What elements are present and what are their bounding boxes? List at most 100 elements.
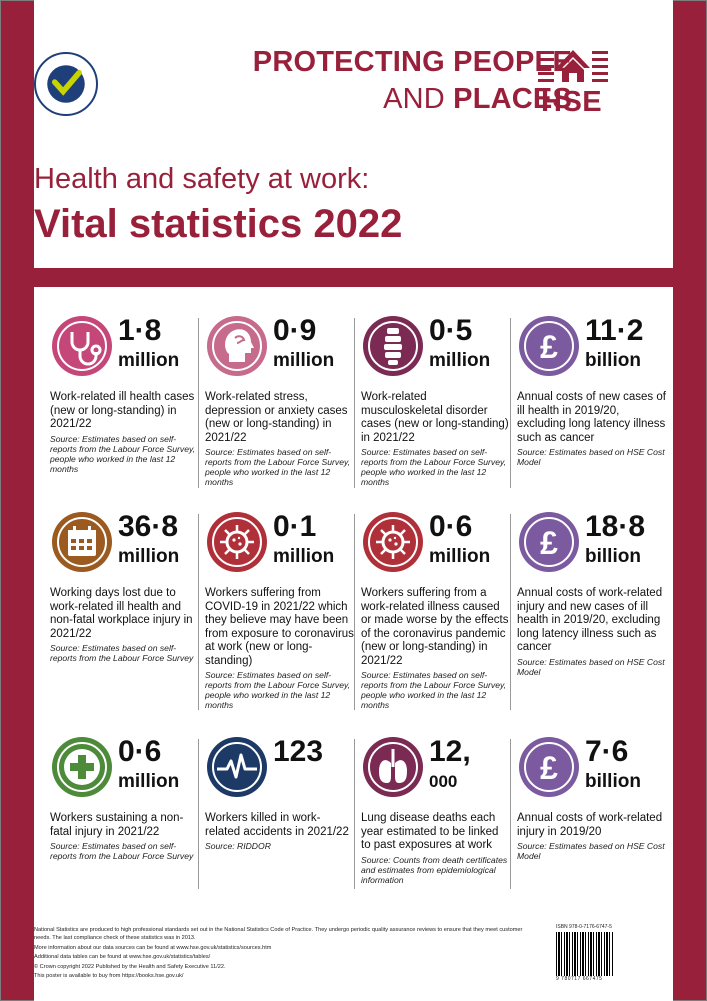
isbn-text: ISBN 978-0-7176-6747-5 (556, 924, 612, 930)
stat-source: Source: Estimates based on self-reports … (205, 447, 351, 487)
barcode-number: 9 780717 667475 (556, 976, 603, 982)
footer-copyright: © Crown copyright 2022 Published by the … (34, 963, 226, 970)
stat-description: Work-related stress, depression or anxie… (205, 391, 355, 487)
stat-value: 0·6 (118, 735, 162, 768)
tagline-line1: PROTECTING PEOPLE (252, 46, 572, 78)
stat-description-text: Workers suffering from COVID-19 in 2021/… (205, 587, 354, 667)
footer-sources-link[interactable]: More information about our data sources … (34, 944, 272, 951)
svg-text:£: £ (540, 525, 558, 561)
national-statistics-logo (34, 52, 98, 116)
column-divider (198, 514, 199, 710)
stat-unit: million (273, 350, 335, 371)
stat-unit: billion (585, 350, 641, 371)
stat-description-text: Working days lost due to work-related il… (50, 587, 193, 640)
stat-value: 0·5 (429, 314, 473, 347)
head-profile-icon (205, 314, 269, 378)
svg-text:£: £ (540, 329, 558, 365)
stat-description-text: Work-related musculoskeletal disorder ca… (361, 391, 509, 444)
stat-source: Source: Estimates based on HSE Cost Mode… (517, 447, 665, 467)
stat-description-text: Workers suffering from a work-related il… (361, 587, 509, 667)
stat-unit: million (273, 546, 335, 567)
stat-unit: 000 (429, 772, 458, 791)
stat-unit: million (118, 350, 180, 371)
stat-description: Workers sustaining a non-fatal injury in… (50, 812, 200, 861)
stat-description: Working days lost due to work-related il… (50, 587, 200, 663)
svg-text:£: £ (540, 750, 558, 786)
poster-header (34, 0, 673, 268)
stat-description: Workers killed in work-related accidents… (205, 812, 355, 851)
stat-unit: million (118, 771, 180, 792)
footer-national-statistics-note: National Statistics are produced to high… (34, 927, 523, 941)
hse-logo-text: HSE (541, 86, 603, 118)
stat-description-text: Annual costs of work-related injury in 2… (517, 812, 663, 838)
stat-value: 36·8 (118, 510, 179, 543)
virus-icon (205, 510, 269, 574)
stat-value: 123 (273, 735, 324, 768)
footer-buy-link[interactable]: This poster is available to buy from htt… (34, 973, 184, 979)
stat-description: Workers suffering from COVID-19 in 2021/… (205, 587, 355, 710)
page-subtitle: Health and safety at work: (34, 163, 370, 195)
stat-source: Source: Estimates based on HSE Cost Mode… (517, 656, 665, 677)
footer-tables-link[interactable]: Additional data tables can be found at w… (34, 954, 211, 960)
stat-unit: billion (585, 546, 641, 567)
stat-value: 0·1 (273, 510, 317, 543)
tagline-places: PLACES (453, 83, 572, 115)
statistics-panel (34, 287, 673, 1001)
stat-unit: million (429, 546, 491, 567)
stat-value: 1·8 (118, 314, 162, 347)
page-title: Vital statistics 2022 (34, 202, 403, 246)
column-divider (510, 514, 511, 710)
stat-source: Source: Counts from death certificates a… (361, 854, 508, 885)
hse-house-icon (538, 50, 608, 82)
stat-description: Work-related musculoskeletal disorder ca… (361, 391, 511, 487)
stat-source: Source: Estimates based on self-reports … (361, 670, 507, 710)
national-statistics-check-icon (47, 65, 85, 103)
stat-source: Source: Estimates based on self-reports … (50, 841, 194, 861)
stat-description-text: Annual costs of new cases of ill health … (517, 391, 666, 444)
column-divider (510, 318, 511, 488)
stat-value: 7·6 (585, 735, 629, 768)
stat-description-text: Annual costs of work-related injury and … (517, 587, 663, 653)
stat-description: Annual costs of work-related injury and … (517, 587, 667, 677)
stat-value: 18·8 (585, 510, 646, 543)
calendar-icon (50, 510, 114, 574)
spine-icon (361, 314, 425, 378)
hse-logo: HSE (538, 48, 608, 120)
stat-description: Work-related ill health cases (new or lo… (50, 391, 200, 474)
stat-source: Source: RIDDOR (205, 841, 271, 851)
stat-description-text: Work-related stress, depression or anxie… (205, 391, 348, 444)
stat-description-text: Workers sustaining a non-fatal injury in… (50, 812, 184, 838)
stat-unit: million (429, 350, 491, 371)
heartbeat-icon (205, 735, 269, 799)
stat-description: Lung disease deaths each year estimated … (361, 812, 511, 885)
poster-footer: National Statistics are produced to high… (34, 926, 534, 982)
pound-icon: £ (517, 510, 581, 574)
stat-description-text: Lung disease deaths each year estimated … (361, 812, 499, 851)
stat-value: 11·2 (585, 314, 644, 347)
column-divider (198, 739, 199, 889)
stat-source: Source: Estimates based on self-reports … (50, 433, 196, 474)
stat-source: Source: Estimates based on self-reports … (50, 643, 194, 663)
pound-icon: £ (517, 314, 581, 378)
stat-value: 0·9 (273, 314, 317, 347)
first-aid-cross-icon (50, 735, 114, 799)
tagline-and: AND (383, 83, 454, 115)
pound-icon: £ (517, 735, 581, 799)
stat-description: Annual costs of work-related injury in 2… (517, 812, 667, 861)
column-divider (510, 739, 511, 889)
stat-source: Source: Estimates based on HSE Cost Mode… (517, 841, 665, 861)
stat-description-text: Work-related ill health cases (new or lo… (50, 391, 195, 430)
tagline: PROTECTING PEOPLE AND PLACES (253, 44, 572, 118)
stethoscope-icon (50, 314, 114, 378)
column-divider (354, 514, 355, 710)
stat-source: Source: Estimates based on self-reports … (361, 447, 507, 487)
stat-value: 12, (429, 735, 471, 768)
column-divider (354, 739, 355, 889)
stat-source: Source: Estimates based on self-reports … (205, 670, 351, 710)
stat-description: Workers suffering from a work-related il… (361, 587, 511, 710)
tagline-line2: AND PLACES (253, 81, 572, 118)
virus-icon (361, 510, 425, 574)
stat-unit: million (118, 546, 180, 567)
lungs-icon (361, 735, 425, 799)
stat-value: 0·6 (429, 510, 473, 543)
